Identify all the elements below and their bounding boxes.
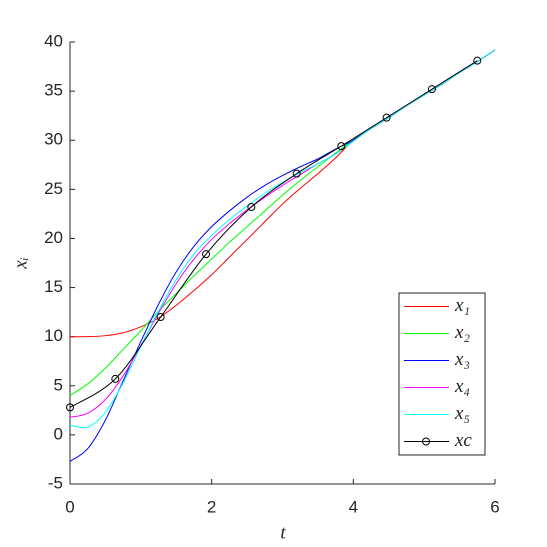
marker xyxy=(156,313,165,322)
legend-box xyxy=(398,292,486,456)
y-tick-label: 30 xyxy=(44,130,63,149)
legend-label: x₃ xyxy=(454,349,470,370)
legend-label: x₅ xyxy=(454,403,470,424)
marker xyxy=(337,142,346,151)
y-tick-label: 25 xyxy=(44,179,63,198)
y-tick-label: 10 xyxy=(44,326,63,345)
marker xyxy=(247,203,256,212)
marker xyxy=(111,374,120,383)
x-tick-label: 6 xyxy=(490,497,499,516)
x-tick-label: 4 xyxy=(349,497,358,516)
legend-label: x₄ xyxy=(454,376,470,397)
marker xyxy=(292,169,301,178)
x-tick-label: 2 xyxy=(207,497,216,516)
y-tick-label: -5 xyxy=(48,473,63,492)
marker xyxy=(66,403,74,412)
legend-label: x₁ xyxy=(454,295,470,316)
y-tick-label: 15 xyxy=(44,277,63,296)
y-tick-label: 5 xyxy=(54,375,63,394)
y-tick-label: 0 xyxy=(54,424,63,443)
y-tick-label: 20 xyxy=(44,228,63,247)
series-line xyxy=(69,60,478,408)
y-tick-label: 35 xyxy=(44,81,63,100)
x-axis-label: t xyxy=(280,522,286,543)
x-tick-label: 0 xyxy=(65,497,74,516)
legend-marker xyxy=(422,437,430,446)
marker xyxy=(427,85,436,94)
legend-label: xc xyxy=(454,430,472,451)
marker xyxy=(382,113,391,122)
legend-label: x₂ xyxy=(454,322,470,343)
y-tick-label: 40 xyxy=(44,31,63,50)
marker xyxy=(473,56,482,65)
marker xyxy=(202,250,210,259)
y-axis-label: xᵢ xyxy=(10,257,31,269)
